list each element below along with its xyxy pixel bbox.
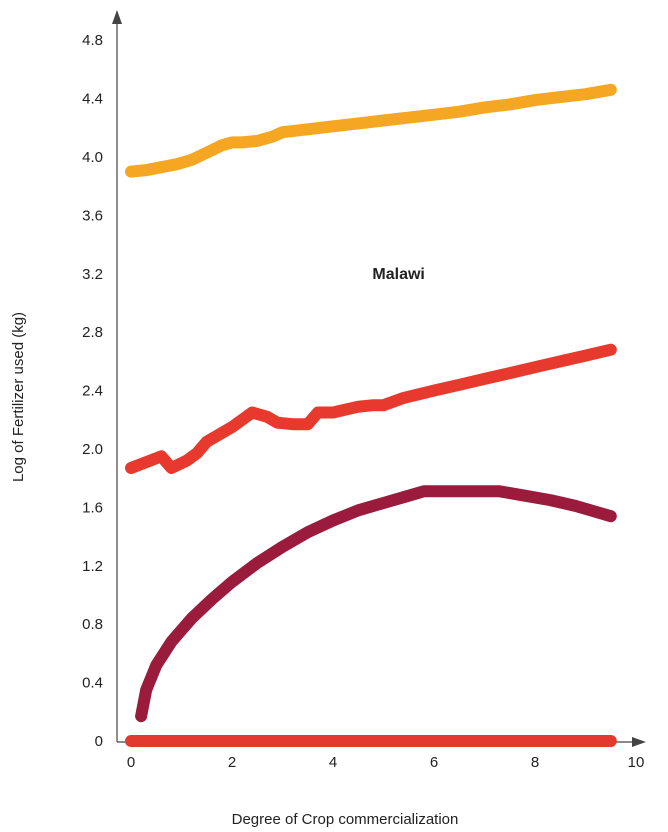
x-tick-label: 4 [329, 754, 337, 771]
y-tick-label: 0 [95, 733, 103, 750]
x-tick-label: 0 [127, 754, 135, 771]
annotations: Malawi [372, 266, 424, 283]
y-tick-label: 4.8 [82, 32, 103, 49]
series-line-1 [131, 90, 611, 172]
y-tick-label: 3.2 [82, 266, 103, 283]
y-axis-arrow [112, 10, 122, 24]
y-tick-label: 1.6 [82, 499, 103, 516]
x-tick-label: 6 [430, 754, 438, 771]
x-tick-labels: 0 2 4 6 8 10 [127, 754, 645, 771]
annotation-label: Malawi [372, 266, 424, 283]
y-tick-label: 1.2 [82, 558, 103, 575]
series-lines [131, 90, 611, 741]
y-axis-title: Log of Fertilizer used (kg) [10, 312, 27, 482]
y-tick-label: 0.4 [82, 675, 103, 692]
x-tick-label: 8 [531, 754, 539, 771]
series-line-2 [131, 350, 611, 468]
series-line-3 [141, 491, 611, 716]
y-tick-label: 0.8 [82, 616, 103, 633]
x-tick-label: 2 [228, 754, 236, 771]
x-axis-title: Degree of Crop commercialization [232, 811, 459, 828]
y-tick-label: 2.4 [82, 383, 103, 400]
y-tick-label: 2.0 [82, 441, 103, 458]
y-tick-labels: 0 0.4 0.8 1.2 1.6 2.0 2.4 2.8 3.2 3.6 4.0 4.4 4.8 [82, 32, 103, 750]
y-tick-label: 4.4 [82, 91, 103, 108]
y-tick-label: 3.6 [82, 207, 103, 224]
y-tick-label: 4.0 [82, 149, 103, 166]
y-tick-label: 2.8 [82, 324, 103, 341]
x-tick-label: 10 [628, 754, 645, 771]
x-axis-arrow [632, 737, 646, 747]
